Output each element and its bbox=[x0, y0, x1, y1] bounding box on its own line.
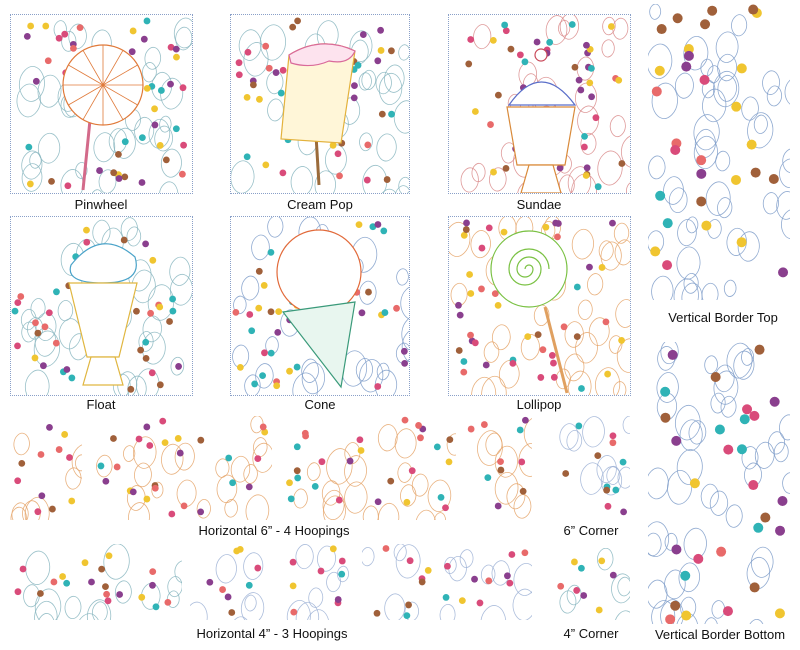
caption-horizontal-6: Horizontal 6” - 4 Hoopings bbox=[198, 523, 350, 538]
block-pinwheel[interactable] bbox=[10, 14, 193, 194]
horizontal-4-hoop-1[interactable] bbox=[10, 544, 182, 620]
stipple-pattern bbox=[557, 548, 630, 620]
caption-cream-pop: Cream Pop bbox=[287, 197, 353, 212]
caption-horizontal-4: Horizontal 4” - 3 Hoopings bbox=[196, 626, 348, 641]
block-sundae[interactable] bbox=[448, 14, 631, 194]
stipple-pattern bbox=[190, 544, 349, 620]
horizontal-6-hoop-3[interactable] bbox=[282, 416, 456, 520]
swirl-lollipop-icon bbox=[490, 230, 569, 394]
stipple-pattern bbox=[648, 342, 790, 624]
stipple-pattern bbox=[14, 544, 182, 620]
vertical-border-bottom[interactable] bbox=[648, 342, 790, 624]
stipple-pattern bbox=[10, 423, 82, 520]
cream-pop-icon bbox=[280, 43, 356, 186]
caption-vertical-border-bottom: Vertical Border Bottom bbox=[654, 627, 786, 642]
block-cone[interactable] bbox=[230, 216, 410, 396]
sundae-icon bbox=[506, 48, 577, 193]
float-glass-icon bbox=[68, 243, 138, 386]
corner-4[interactable] bbox=[554, 548, 630, 620]
ice-cream-cone-icon bbox=[276, 229, 362, 389]
block-lollipop[interactable] bbox=[448, 216, 631, 396]
vertical-border-top[interactable] bbox=[648, 4, 790, 300]
horizontal-6-hoop-4[interactable] bbox=[466, 416, 532, 520]
horizontal-6-hoop-2[interactable] bbox=[96, 416, 272, 520]
horizontal-6-hoop-1[interactable] bbox=[10, 416, 82, 520]
caption-pinwheel: Pinwheel bbox=[74, 197, 128, 212]
block-cream-pop[interactable] bbox=[230, 14, 410, 194]
stipple-pattern bbox=[648, 4, 790, 300]
pinwheel-lollipop-icon bbox=[62, 44, 144, 191]
corner-6[interactable] bbox=[554, 416, 630, 520]
caption-corner-6: 6” Corner bbox=[563, 523, 619, 538]
caption-vertical-border-top: Vertical Border Top bbox=[668, 310, 778, 325]
caption-sundae: Sundae bbox=[516, 197, 562, 212]
caption-float: Float bbox=[86, 397, 116, 412]
stipple-pattern bbox=[467, 416, 532, 519]
stipple-pattern bbox=[96, 416, 272, 520]
caption-corner-4: 4” Corner bbox=[563, 626, 619, 641]
block-float[interactable] bbox=[10, 216, 193, 396]
caption-cone: Cone bbox=[304, 397, 336, 412]
horizontal-4-hoop-3[interactable] bbox=[362, 544, 532, 620]
horizontal-4-hoop-2[interactable] bbox=[190, 544, 350, 620]
stipple-pattern bbox=[286, 416, 456, 520]
caption-lollipop: Lollipop bbox=[516, 397, 562, 412]
stipple-pattern bbox=[362, 544, 532, 620]
stipple-pattern bbox=[559, 416, 630, 516]
